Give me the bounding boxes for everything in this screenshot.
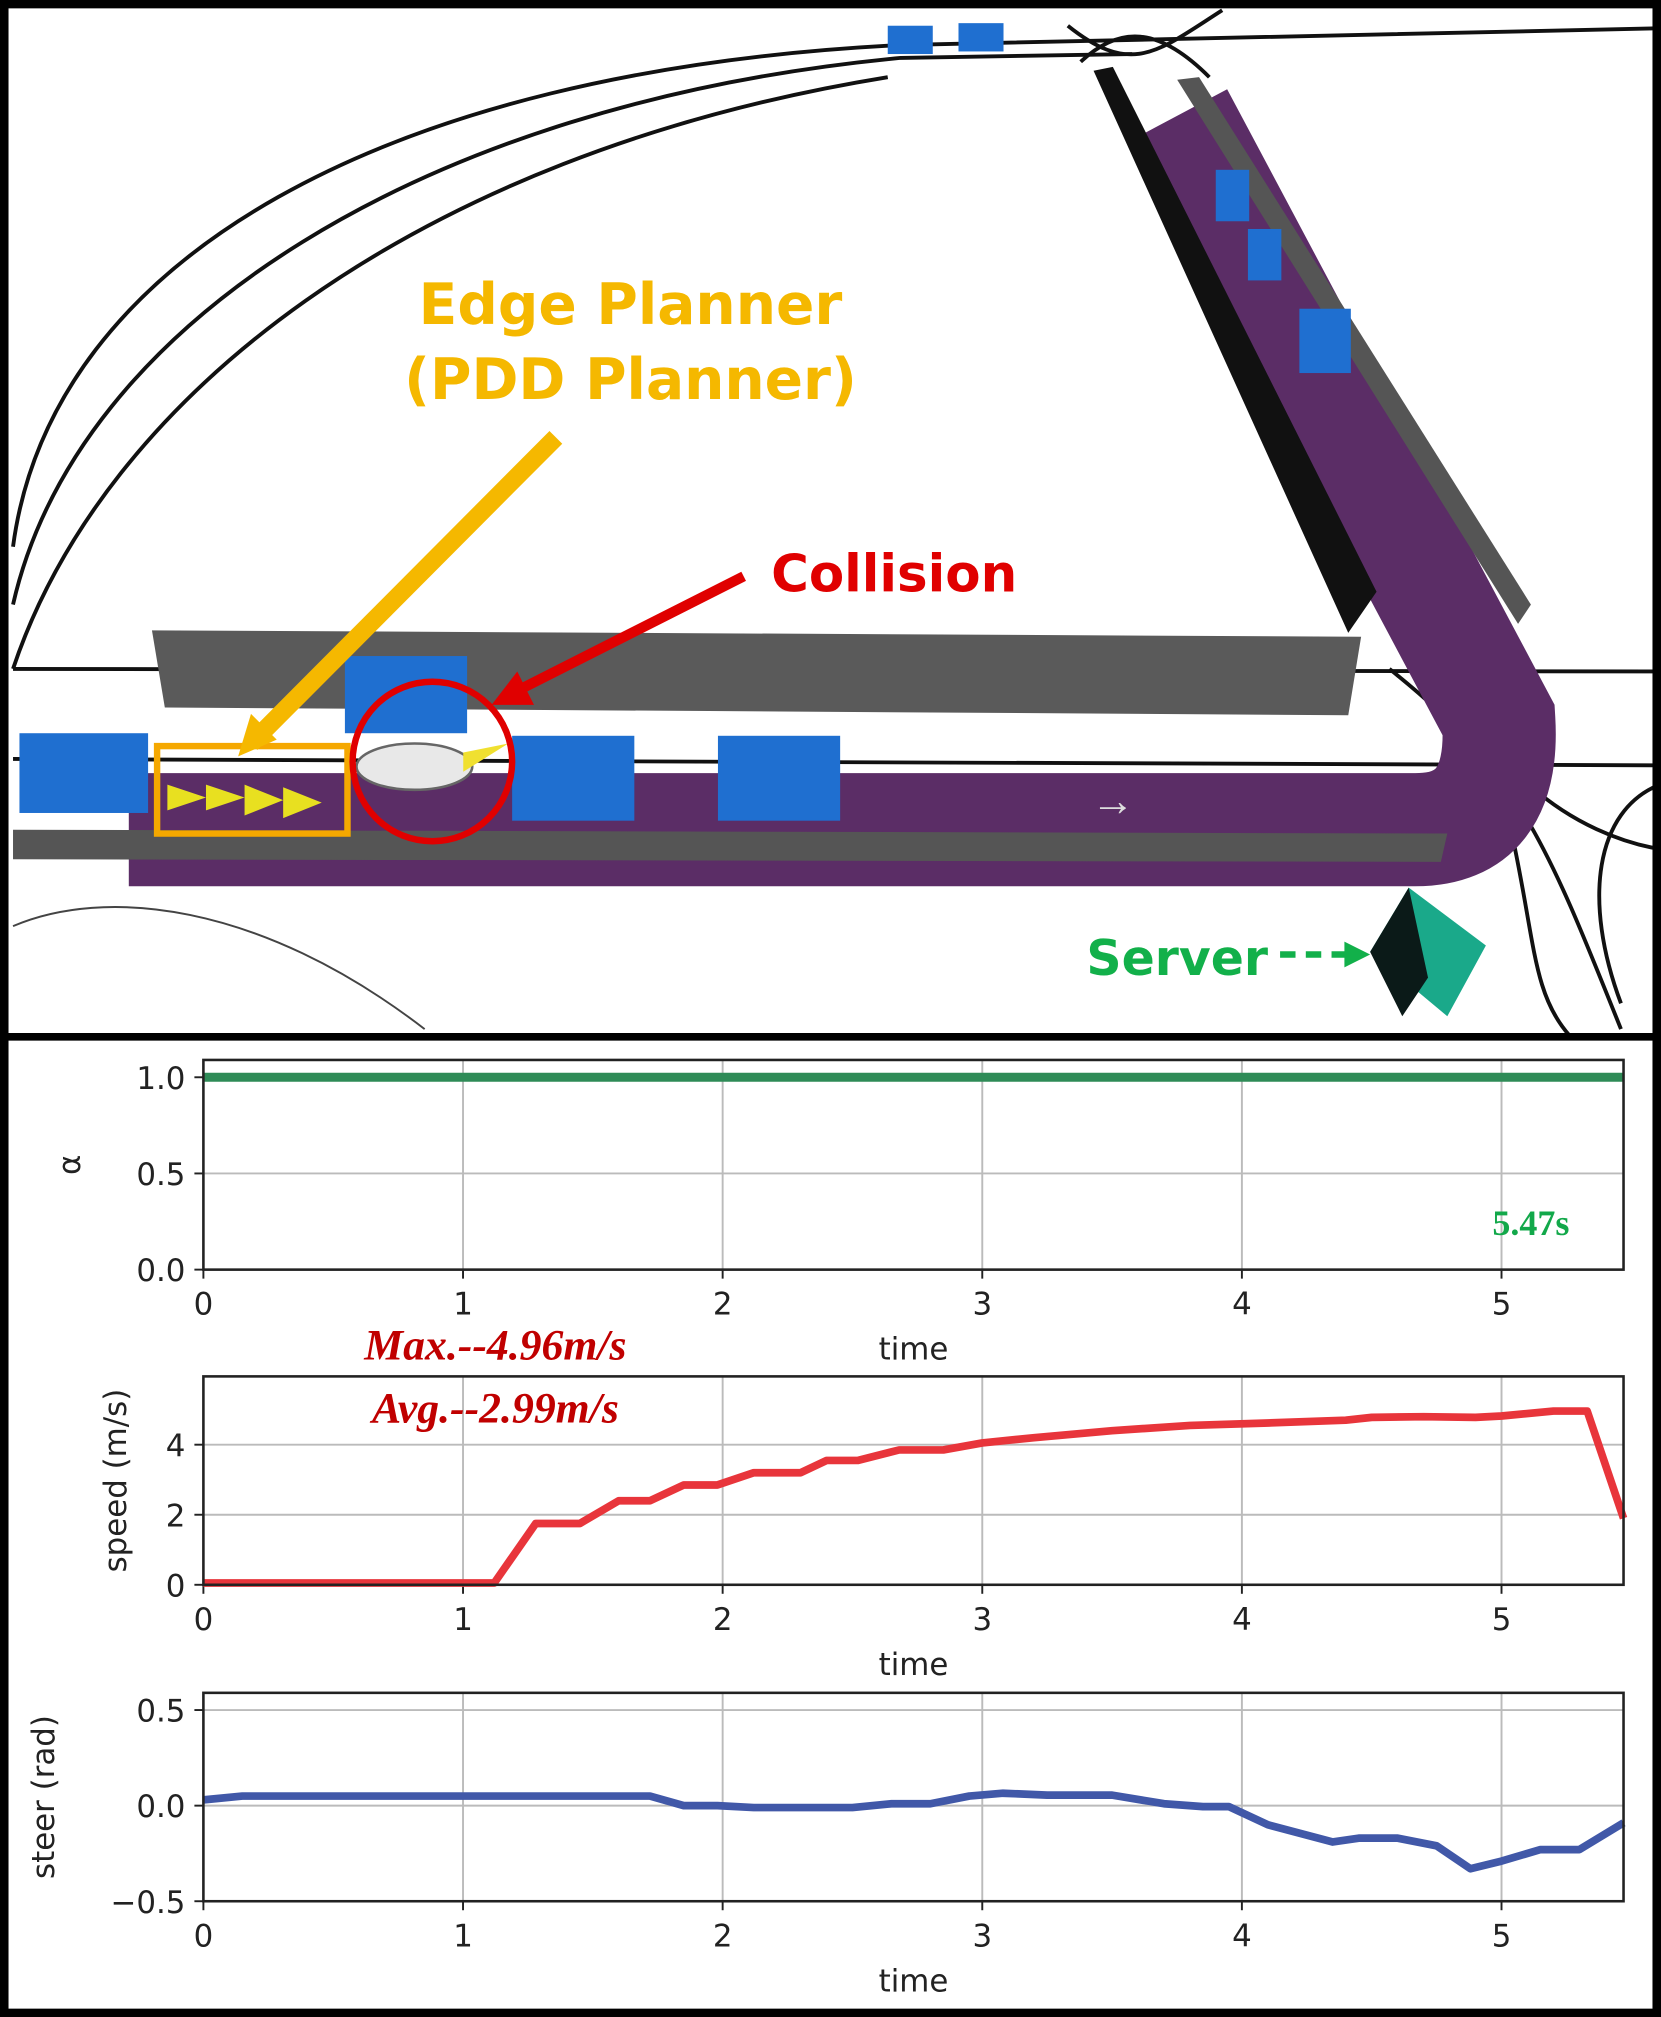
series-line (203, 1789, 1626, 1873)
charts: 0 1 2 3 4 5 0.0 0.5 1.0 time α 0 1 2 3 4 5 0 2 4 time speed (… (26, 1058, 1628, 1999)
chart-3: 0 1 2 3 4 5 −0.5 0.0 0.5 time steer (rad) (26, 1691, 1626, 1999)
x-tick-label: 1 (453, 1918, 473, 1954)
x-tick-label: 5 (1492, 1602, 1512, 1638)
y-tick-label: −0.5 (110, 1885, 185, 1921)
obstacle-box (19, 733, 149, 813)
x-tick-label: 3 (972, 1602, 992, 1638)
obstacle-box (1299, 308, 1351, 374)
lower-wall (13, 829, 1448, 862)
x-tick-label: 0 (194, 1918, 214, 1954)
x-tick-label: 1 (453, 1602, 473, 1638)
x-tick-label: 2 (713, 1602, 733, 1638)
x-tick-label: 3 (972, 1287, 992, 1323)
ego-lane (128, 89, 1556, 887)
server-icon (1370, 887, 1486, 1017)
max-speed-annotation: Max.--4.96m/s (363, 1322, 626, 1370)
obstacle-box (512, 735, 635, 821)
x-tick-label: 4 (1232, 1602, 1252, 1638)
x-axis-label: time (879, 1963, 949, 1999)
simulation-scene: Edge Planner (PDD Planner) Collision → S… (11, 8, 1661, 1037)
x-tick-label: 4 (1232, 1287, 1252, 1323)
obstacle-box (887, 25, 933, 55)
series-line (203, 1407, 1628, 1587)
lane-direction-arrow: → (1091, 778, 1135, 826)
duration-annotation: 5.47s (1492, 1203, 1569, 1243)
x-tick-label: 5 (1492, 1918, 1512, 1954)
obstacles (19, 23, 1351, 821)
axes-frame (202, 1375, 1625, 1587)
y-axis-label: steer (rad) (26, 1715, 62, 1879)
y-tick-label: 4 (166, 1428, 186, 1464)
collision-circle (349, 678, 516, 845)
obstacle-box (958, 23, 1004, 52)
avg-speed-annotation: Avg.--2.99m/s (369, 1385, 619, 1433)
x-tick-label: 3 (972, 1918, 992, 1954)
axes-frame (202, 1691, 1625, 1903)
obstacle-box (1247, 228, 1282, 281)
pdd-planner-label: (PDD Planner) (404, 347, 857, 413)
x-tick-label: 0 (194, 1602, 214, 1638)
ego-car (355, 742, 474, 792)
obstacle-box (1215, 169, 1250, 222)
x-tick-label: 2 (713, 1287, 733, 1323)
x-axis-label: time (879, 1647, 949, 1683)
x-tick-label: 1 (453, 1287, 473, 1323)
y-axis-label: α (52, 1155, 88, 1175)
server-label: Server (1086, 930, 1268, 987)
diagonal-wall-right (1177, 77, 1531, 624)
x-tick-label: 0 (194, 1287, 214, 1323)
edge-planner-label: Edge Planner (419, 272, 843, 338)
ego-heading-arrow (463, 743, 509, 772)
y-axis-label: speed (m/s) (98, 1389, 134, 1573)
x-tick-label: 2 (713, 1918, 733, 1954)
planner-arrow (244, 431, 563, 750)
y-tick-label: 0 (166, 1568, 186, 1604)
y-tick-label: 2 (166, 1498, 186, 1534)
y-tick-label: 1.0 (136, 1061, 185, 1097)
chart-2: 0 1 2 3 4 5 0 2 4 time speed (m/s) (98, 1375, 1628, 1683)
x-axis-label: time (879, 1332, 949, 1368)
chart-1: 0 1 2 3 4 5 0.0 0.5 1.0 time α (52, 1058, 1625, 1368)
x-tick-label: 4 (1232, 1918, 1252, 1954)
diagonal-wall (1093, 66, 1377, 633)
y-tick-label: 0.5 (136, 1157, 185, 1193)
collision-label: Collision (771, 545, 1017, 605)
x-tick-label: 5 (1492, 1287, 1512, 1323)
y-tick-label: 0.0 (136, 1253, 185, 1289)
obstacle-box (717, 735, 841, 821)
planned-trajectory (167, 784, 322, 819)
collision-arrow (512, 571, 746, 697)
y-tick-label: 0.5 (136, 1694, 185, 1730)
y-tick-label: 0.0 (136, 1789, 185, 1825)
axes-frame (202, 1058, 1625, 1271)
